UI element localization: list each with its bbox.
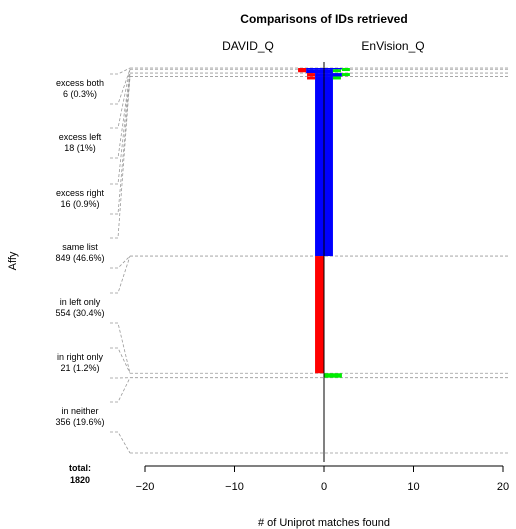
leader-line	[110, 255, 131, 294]
total-value: 1820	[70, 475, 90, 485]
category-count: 18 (1%)	[64, 143, 96, 153]
bar-segment-both	[315, 73, 324, 77]
x-tick-label: 0	[321, 481, 327, 493]
leader-line	[110, 322, 131, 374]
x-tick-label: 20	[497, 481, 509, 493]
leader-line	[110, 76, 131, 215]
x-axis: −20 −10 0 10 20	[136, 465, 509, 493]
chart-title: Comparisons of IDs retrieved	[240, 12, 407, 26]
x-axis-label: # of Uniprot matches found	[258, 517, 390, 529]
category-label: excess both	[56, 78, 104, 88]
leader-line	[110, 69, 131, 129]
bar-edge-right	[341, 73, 350, 77]
leader-line	[110, 69, 131, 105]
bar-edge-left	[307, 73, 316, 77]
bar-segment-both	[306, 69, 324, 74]
right-list-label: EnVision_Q	[361, 39, 424, 53]
leader-line	[110, 431, 131, 454]
guides-layer	[110, 67, 508, 454]
x-tick-label: −20	[136, 481, 155, 493]
bar-segment	[324, 373, 342, 378]
category-count: 554 (30.4%)	[55, 308, 104, 318]
category-count: 21 (1.2%)	[60, 363, 99, 373]
left-list-label: DAVID_Q	[222, 39, 274, 53]
category-label: in neither	[61, 406, 98, 416]
leader-line	[110, 73, 131, 159]
category-count: 849 (46.6%)	[55, 253, 104, 263]
bar-segment-both	[315, 76, 324, 257]
bar-segment-both	[306, 68, 324, 70]
leader-line	[110, 255, 131, 269]
x-tick-label: 10	[407, 481, 419, 493]
y-axis-label: Affy	[7, 251, 19, 270]
leader-line	[110, 377, 131, 403]
category-count: 356 (19.6%)	[55, 417, 104, 427]
bar-edge-right	[332, 69, 341, 73]
bars-layer	[298, 62, 350, 462]
category-label: in left only	[60, 297, 101, 307]
category-label: in right only	[57, 352, 104, 362]
x-tick-label: −10	[225, 481, 244, 493]
bar-edge-left	[298, 69, 307, 73]
bar-edge-left	[307, 76, 316, 80]
bar-segment-both	[324, 76, 333, 257]
category-label: excess right	[56, 188, 105, 198]
leader-line	[110, 347, 131, 374]
bar-segment-both	[324, 69, 333, 74]
bar-segment-both	[324, 68, 342, 70]
total-label: total:	[69, 463, 91, 473]
leader-line	[110, 76, 131, 239]
category-label: excess left	[59, 132, 102, 142]
bar-segment	[315, 256, 324, 374]
bar-edge-right	[332, 76, 341, 80]
leader-line	[110, 73, 131, 185]
category-count: 16 (0.9%)	[60, 199, 99, 209]
bar-edge-right	[341, 68, 350, 71]
bar-segment-both	[324, 73, 342, 77]
category-label: same list	[62, 242, 98, 252]
category-count: 6 (0.3%)	[63, 89, 97, 99]
leader-line	[110, 67, 131, 75]
